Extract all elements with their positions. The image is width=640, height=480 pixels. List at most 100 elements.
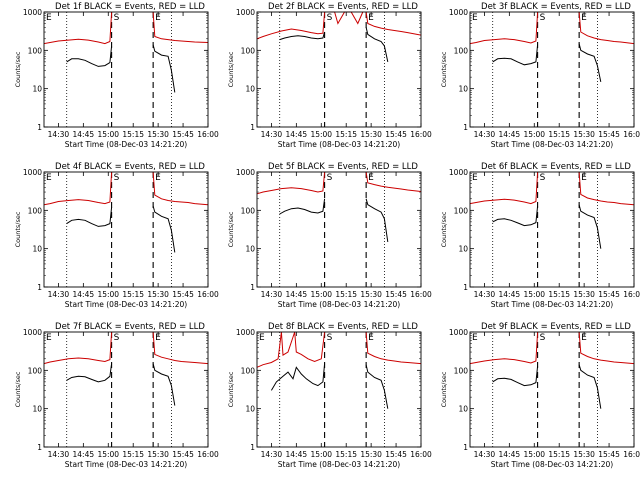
y-tick-label: 100 — [241, 206, 256, 215]
y-tick-label: 1 — [463, 123, 468, 132]
series-line-events — [578, 364, 602, 409]
series-line-events — [492, 205, 539, 227]
y-tick-label: 100 — [241, 46, 256, 55]
series-line-events — [365, 364, 389, 409]
event-marker-label: E — [46, 173, 52, 183]
series-line-events — [270, 363, 326, 391]
x-tick-label: 14:30 — [261, 290, 283, 299]
y-axis-label: Counts/sec — [14, 371, 22, 407]
y-tick-label: 1000 — [236, 328, 255, 337]
y-axis-label: Counts/sec — [440, 51, 448, 87]
y-tick-label: 100 — [28, 206, 43, 215]
event-marker-label: S — [114, 333, 120, 343]
x-axis-label: Start Time (08-Dec-03 14:21:20) — [278, 460, 400, 469]
series-line-lld — [152, 171, 209, 206]
event-marker-label: E — [472, 173, 478, 183]
y-tick-label: 1000 — [449, 168, 468, 177]
x-tick-label: 15:15 — [122, 450, 144, 459]
series-line-events — [492, 365, 539, 387]
x-tick-label: 15:30 — [573, 130, 595, 139]
y-tick-label: 10 — [32, 85, 42, 94]
y-tick-label: 1000 — [236, 8, 255, 17]
x-tick-label: 15:45 — [385, 450, 407, 459]
event-marker-label: E — [472, 13, 478, 23]
series-line-lld — [365, 171, 422, 192]
x-tick-label: 15:00 — [523, 450, 545, 459]
event-marker-label: E — [368, 173, 374, 183]
event-marker-label: E — [581, 13, 587, 23]
detector-chart: Det 3f BLACK = Events, RED = LLD 1 10 100 10… — [440, 2, 640, 149]
y-tick-label: 1 — [463, 443, 468, 452]
x-tick-label: 15:15 — [548, 450, 570, 459]
x-tick-label: 15:15 — [335, 130, 357, 139]
y-tick-label: 10 — [245, 405, 255, 414]
x-tick-label: 15:15 — [548, 290, 570, 299]
x-axis-label: Start Time (08-Dec-03 14:21:20) — [65, 460, 187, 469]
x-tick-label: 14:45 — [286, 290, 308, 299]
x-tick-label: 15:30 — [573, 450, 595, 459]
x-tick-label: 16:00 — [410, 290, 432, 299]
y-tick-label: 10 — [32, 405, 42, 414]
x-tick-label: 14:30 — [48, 450, 70, 459]
event-marker-label: E — [368, 13, 374, 23]
series-line-events — [66, 207, 113, 227]
y-tick-label: 10 — [458, 85, 468, 94]
x-tick-label: 16:00 — [197, 130, 219, 139]
y-tick-label: 100 — [28, 366, 43, 375]
y-tick-label: 100 — [241, 366, 256, 375]
x-tick-label: 15:00 — [97, 130, 119, 139]
event-marker-label: E — [46, 333, 52, 343]
y-tick-label: 1000 — [23, 328, 42, 337]
series-line-lld — [365, 11, 422, 36]
x-tick-label: 14:45 — [73, 450, 95, 459]
event-marker-label: S — [540, 333, 546, 343]
x-tick-label: 15:45 — [172, 450, 194, 459]
x-tick-label: 16:00 — [410, 130, 432, 139]
series-line-events — [152, 363, 176, 406]
event-marker-label: S — [114, 173, 120, 183]
event-marker-label: E — [155, 13, 161, 23]
plot-frame — [43, 331, 209, 448]
detector-panel-5: Det 5f BLACK = Events, RED = LLD 1 10 100 10… — [213, 160, 432, 320]
plot-frame — [256, 171, 422, 288]
y-axis-label: Counts/sec — [227, 211, 235, 247]
chart-title: Det 2f BLACK = Events, RED = LLD — [268, 2, 418, 12]
y-tick-label: 1 — [463, 283, 468, 292]
detector-panel-3: Det 3f BLACK = Events, RED = LLD 1 10 100 10… — [426, 0, 640, 160]
event-marker-label: S — [114, 13, 120, 23]
x-tick-label: 15:15 — [122, 130, 144, 139]
detector-panel-1: Det 1f BLACK = Events, RED = LLD 1 10 100 10… — [0, 0, 219, 160]
series-line-lld — [256, 171, 326, 195]
x-tick-label: 16:00 — [623, 450, 640, 459]
x-tick-label: 16:00 — [623, 130, 640, 139]
detector-panel-4: Det 4f BLACK = Events, RED = LLD 1 10 100 10… — [0, 160, 219, 320]
x-tick-label: 16:00 — [197, 290, 219, 299]
chart-title: Det 7f BLACK = Events, RED = LLD — [55, 322, 205, 332]
event-marker-label: E — [368, 333, 374, 343]
series-line-lld — [578, 171, 635, 206]
y-tick-label: 1 — [250, 443, 255, 452]
event-marker-label: S — [327, 173, 333, 183]
y-tick-label: 100 — [454, 206, 469, 215]
chart-title: Det 4f BLACK = Events, RED = LLD — [55, 162, 205, 172]
plot-frame — [469, 171, 635, 288]
series-line-lld — [256, 331, 326, 368]
x-tick-label: 15:00 — [310, 450, 332, 459]
event-marker-label: S — [327, 333, 333, 343]
y-tick-label: 1 — [37, 283, 42, 292]
x-tick-label: 15:30 — [147, 290, 169, 299]
event-marker-label: E — [472, 333, 478, 343]
x-tick-label: 15:30 — [360, 450, 382, 459]
y-tick-label: 10 — [458, 245, 468, 254]
series-line-lld — [578, 331, 635, 365]
x-axis-label: Start Time (08-Dec-03 14:21:20) — [278, 140, 400, 149]
series-line-events — [152, 205, 176, 253]
chart-title: Det 3f BLACK = Events, RED = LLD — [481, 2, 631, 12]
detector-panel-9: Det 9f BLACK = Events, RED = LLD 1 10 100 10… — [426, 320, 640, 480]
series-line-lld — [43, 171, 113, 206]
series-line-events — [578, 43, 602, 83]
plot-frame — [256, 11, 422, 128]
y-axis-label: Counts/sec — [14, 51, 22, 87]
series-line-lld — [43, 11, 113, 45]
x-tick-label: 15:00 — [523, 290, 545, 299]
